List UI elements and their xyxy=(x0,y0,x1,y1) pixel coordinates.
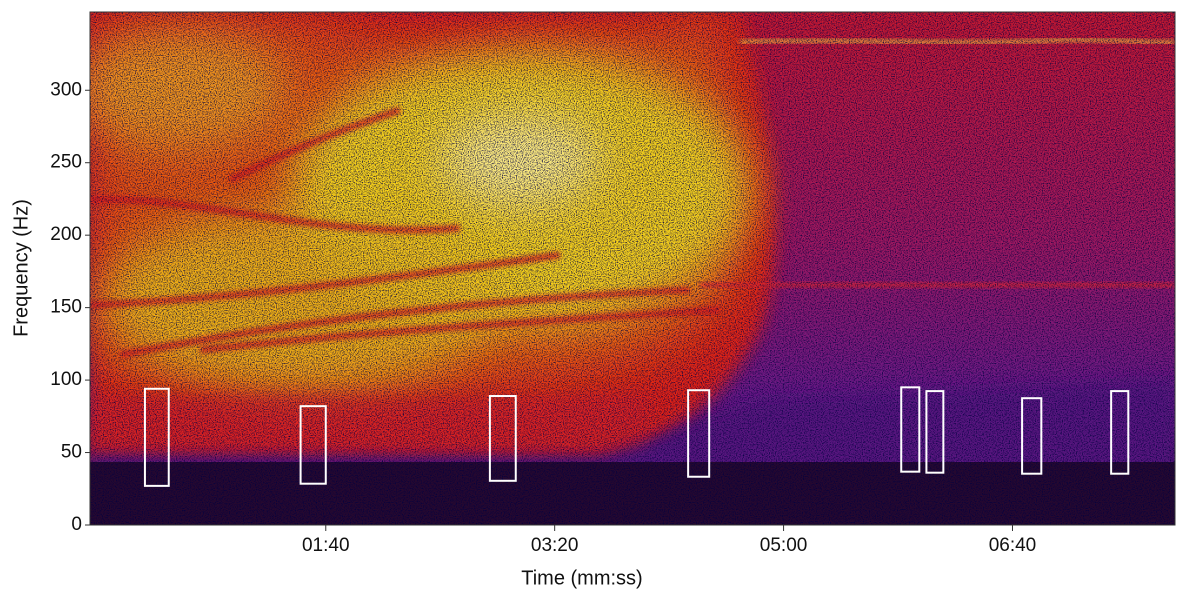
y-tick-label: 200 xyxy=(50,224,82,245)
x-tick-label: 01:40 xyxy=(302,535,350,556)
y-tick-label: 0 xyxy=(71,514,82,535)
x-tick-label: 03:20 xyxy=(531,535,579,556)
annotation-box xyxy=(143,387,170,487)
y-tick-label: 300 xyxy=(50,79,82,100)
plot-frame xyxy=(89,11,1176,526)
x-axis-label: Time (mm:ss) xyxy=(521,567,642,589)
annotation-box xyxy=(488,395,517,482)
y-axis-label: Frequency (Hz) xyxy=(10,199,32,337)
x-tick-label: 05:00 xyxy=(760,535,808,556)
annotation-box xyxy=(1110,390,1130,475)
annotation-box xyxy=(925,390,945,474)
annotation-box xyxy=(900,386,921,473)
y-tick-label: 150 xyxy=(50,297,82,318)
spectrogram-image xyxy=(90,12,1175,525)
y-tick-label: 50 xyxy=(61,442,82,463)
y-tick-label: 250 xyxy=(50,152,82,173)
annotation-box xyxy=(299,405,327,485)
annotation-box xyxy=(687,389,711,478)
y-tick-label: 100 xyxy=(50,369,82,390)
annotation-box xyxy=(1021,397,1043,475)
x-tick-label: 06:40 xyxy=(989,535,1037,556)
